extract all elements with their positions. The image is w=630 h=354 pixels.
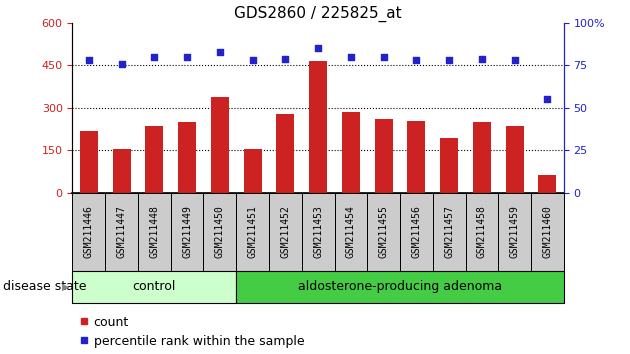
Text: GSM211452: GSM211452 [280, 205, 290, 258]
Text: GSM211446: GSM211446 [84, 205, 94, 258]
Text: GSM211460: GSM211460 [542, 205, 553, 258]
Bar [146, 126, 163, 193]
Bar [244, 149, 261, 193]
Text: GSM211449: GSM211449 [182, 205, 192, 258]
Point [313, 46, 323, 51]
Text: GSM211450: GSM211450 [215, 205, 225, 258]
Point [280, 56, 290, 62]
Point [510, 58, 520, 63]
Bar [171, 193, 203, 271]
Title: GDS2860 / 225825_at: GDS2860 / 225825_at [234, 5, 402, 22]
Point [379, 54, 389, 60]
Text: GSM211456: GSM211456 [411, 205, 421, 258]
Point [444, 58, 454, 63]
Bar [309, 61, 327, 193]
Point [248, 58, 258, 63]
Bar [539, 175, 556, 193]
Text: aldosterone-producing adenoma: aldosterone-producing adenoma [298, 280, 502, 293]
Point [84, 58, 94, 63]
Point [215, 49, 225, 55]
Point [477, 56, 487, 62]
Bar [80, 131, 98, 193]
Text: ▶: ▶ [62, 282, 69, 292]
Bar [105, 193, 138, 271]
Bar [113, 149, 130, 193]
Text: GSM211453: GSM211453 [313, 205, 323, 258]
Point [182, 54, 192, 60]
Bar [335, 193, 367, 271]
Bar [498, 193, 531, 271]
Bar [302, 193, 335, 271]
Bar [72, 193, 105, 271]
Point [346, 54, 356, 60]
Point [149, 54, 159, 60]
Text: GSM211455: GSM211455 [379, 205, 389, 258]
Bar [178, 122, 196, 193]
Bar [211, 97, 229, 193]
Text: GSM211457: GSM211457 [444, 205, 454, 258]
Bar [277, 114, 294, 193]
Point [411, 58, 421, 63]
Text: GSM211454: GSM211454 [346, 205, 356, 258]
Point [542, 97, 553, 102]
Bar [138, 193, 171, 271]
Text: GSM211447: GSM211447 [117, 205, 127, 258]
Bar [531, 193, 564, 271]
Bar [408, 121, 425, 193]
Legend: count, percentile rank within the sample: count, percentile rank within the sample [79, 315, 304, 348]
Bar [506, 126, 524, 193]
Bar [72, 271, 236, 303]
Text: GSM211459: GSM211459 [510, 205, 520, 258]
Bar [400, 193, 433, 271]
Bar [269, 193, 302, 271]
Bar [375, 119, 392, 193]
Text: disease state: disease state [3, 280, 87, 293]
Bar [466, 193, 498, 271]
Text: GSM211458: GSM211458 [477, 205, 487, 258]
Bar [236, 193, 269, 271]
Bar [367, 193, 400, 271]
Bar [342, 112, 360, 193]
Bar [433, 193, 466, 271]
Bar [236, 271, 564, 303]
Text: control: control [133, 280, 176, 293]
Bar [440, 138, 458, 193]
Bar [473, 122, 491, 193]
Bar [203, 193, 236, 271]
Text: GSM211451: GSM211451 [248, 205, 258, 258]
Point [117, 61, 127, 67]
Text: GSM211448: GSM211448 [149, 205, 159, 258]
